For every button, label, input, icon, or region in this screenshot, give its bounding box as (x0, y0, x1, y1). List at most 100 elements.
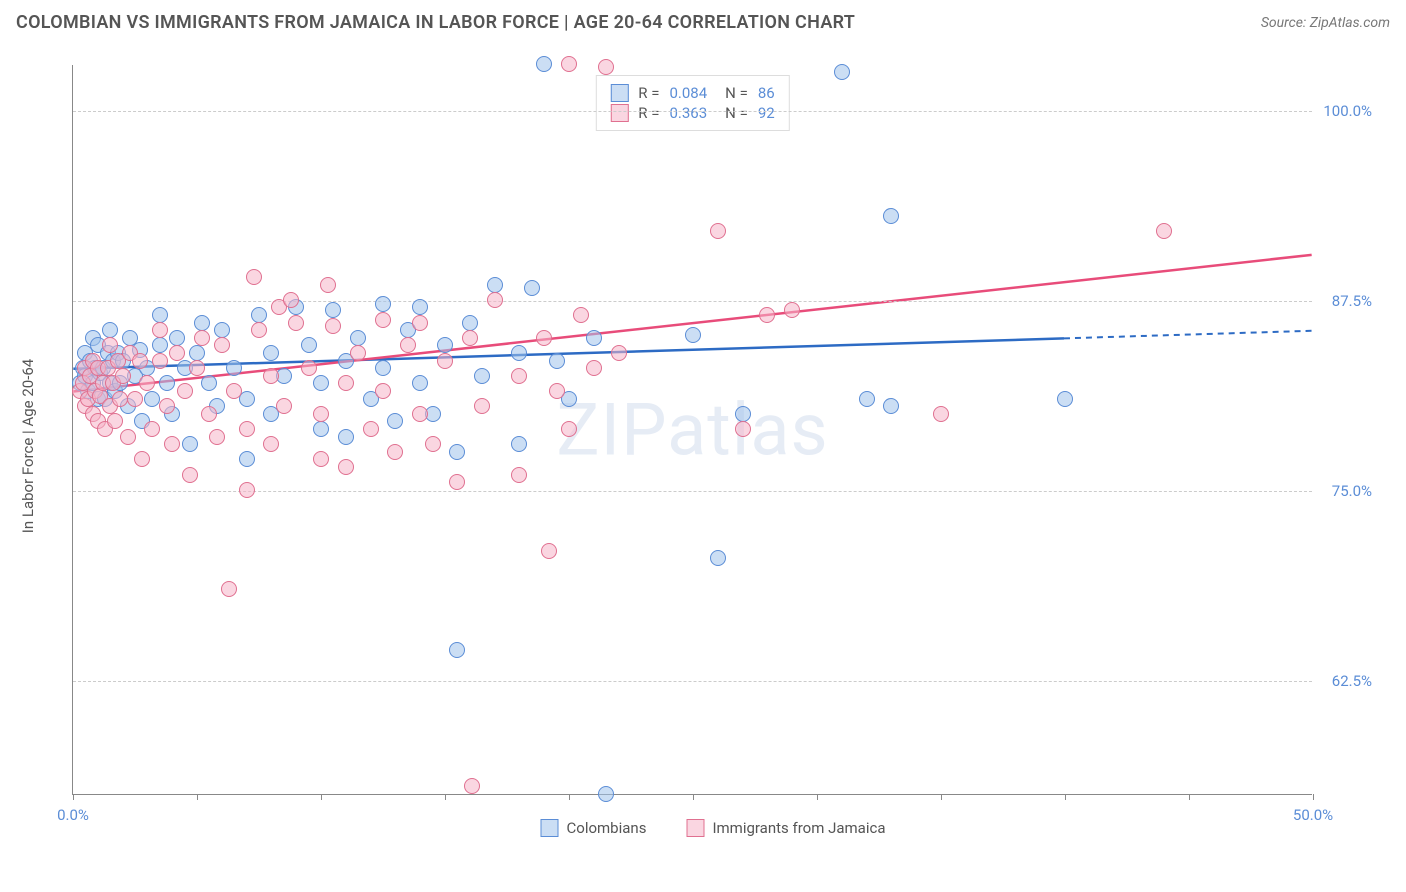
scatter-point (313, 375, 329, 391)
scatter-point (375, 383, 391, 399)
stats-row-colombians: R = 0.084 N = 86 (610, 84, 774, 102)
scatter-point (276, 398, 292, 414)
scatter-point (883, 398, 899, 414)
scatter-point (115, 368, 131, 384)
y-tick-label: 100.0% (1323, 102, 1372, 120)
stat-r-label: R = (638, 104, 659, 122)
scatter-point (338, 459, 354, 475)
x-tick (197, 794, 198, 800)
swatch-jamaica (610, 104, 628, 122)
scatter-point (573, 307, 589, 323)
x-tick-label: 50.0% (1293, 806, 1333, 824)
scatter-point (226, 360, 242, 376)
legend-item-colombians: Colombians (541, 819, 647, 837)
scatter-point (883, 208, 899, 224)
scatter-point (350, 345, 366, 361)
scatter-point (511, 368, 527, 384)
scatter-point (710, 550, 726, 566)
scatter-point (549, 353, 565, 369)
scatter-point (387, 413, 403, 429)
x-tick (941, 794, 942, 800)
x-tick (1189, 794, 1190, 800)
scatter-point (283, 292, 299, 308)
scatter-point (134, 451, 150, 467)
scatter-point (375, 360, 391, 376)
scatter-point (159, 375, 175, 391)
scatter-point (194, 315, 210, 331)
scatter-point (338, 429, 354, 445)
scatter-point (325, 302, 341, 318)
scatter-point (320, 277, 336, 293)
scatter-point (437, 353, 453, 369)
plot-area: ZIPatlas R = 0.084 N = 86 R = 0.363 N = … (72, 65, 1312, 795)
bottom-legend: Colombians Immigrants from Jamaica (541, 819, 886, 837)
y-tick-label: 62.5% (1332, 672, 1372, 690)
scatter-point (313, 421, 329, 437)
scatter-point (144, 391, 160, 407)
scatter-point (152, 337, 168, 353)
trend-line-dashed (1064, 331, 1312, 339)
grid-line (73, 491, 1312, 492)
scatter-point (239, 482, 255, 498)
scatter-point (194, 330, 210, 346)
scatter-point (412, 299, 428, 315)
scatter-point (182, 467, 198, 483)
scatter-point (400, 337, 416, 353)
scatter-point (152, 353, 168, 369)
scatter-point (159, 398, 175, 414)
scatter-point (487, 292, 503, 308)
x-tick (693, 794, 694, 800)
scatter-point (169, 345, 185, 361)
scatter-point (474, 398, 490, 414)
scatter-point (226, 383, 242, 399)
scatter-point (586, 360, 602, 376)
scatter-point (487, 277, 503, 293)
stat-n-label: N = (725, 84, 748, 102)
scatter-point (375, 296, 391, 312)
scatter-point (189, 360, 205, 376)
scatter-point (169, 330, 185, 346)
grid-line (73, 301, 1312, 302)
x-tick (445, 794, 446, 800)
scatter-point (412, 315, 428, 331)
scatter-point (288, 315, 304, 331)
scatter-point (263, 345, 279, 361)
scatter-point (144, 421, 160, 437)
stat-r-value: 0.084 (669, 84, 707, 102)
stat-n-value: 86 (758, 84, 775, 102)
scatter-point (598, 786, 614, 802)
scatter-point (735, 421, 751, 437)
scatter-point (511, 345, 527, 361)
scatter-point (107, 413, 123, 429)
scatter-point (301, 360, 317, 376)
watermark: ZIPatlas (556, 387, 828, 472)
scatter-point (214, 337, 230, 353)
scatter-point (387, 444, 403, 460)
legend-label: Colombians (567, 819, 647, 837)
y-tick-label: 87.5% (1332, 292, 1372, 310)
swatch-jamaica (686, 819, 704, 837)
scatter-point (462, 315, 478, 331)
scatter-point (561, 421, 577, 437)
scatter-point (474, 368, 490, 384)
scatter-point (449, 642, 465, 658)
scatter-point (511, 467, 527, 483)
scatter-point (759, 307, 775, 323)
x-tick (1065, 794, 1066, 800)
scatter-point (102, 322, 118, 338)
scatter-point (524, 280, 540, 296)
scatter-point (139, 375, 155, 391)
stat-r-label: R = (638, 84, 659, 102)
scatter-point (511, 436, 527, 452)
scatter-point (164, 436, 180, 452)
scatter-point (685, 327, 701, 343)
scatter-point (710, 223, 726, 239)
stats-row-jamaica: R = 0.363 N = 92 (610, 104, 774, 122)
header-row: COLOMBIAN VS IMMIGRANTS FROM JAMAICA IN … (0, 0, 1406, 37)
scatter-point (464, 778, 480, 794)
scatter-point (313, 451, 329, 467)
scatter-point (120, 429, 136, 445)
scatter-point (301, 337, 317, 353)
scatter-point (933, 406, 949, 422)
x-tick (1313, 794, 1314, 800)
